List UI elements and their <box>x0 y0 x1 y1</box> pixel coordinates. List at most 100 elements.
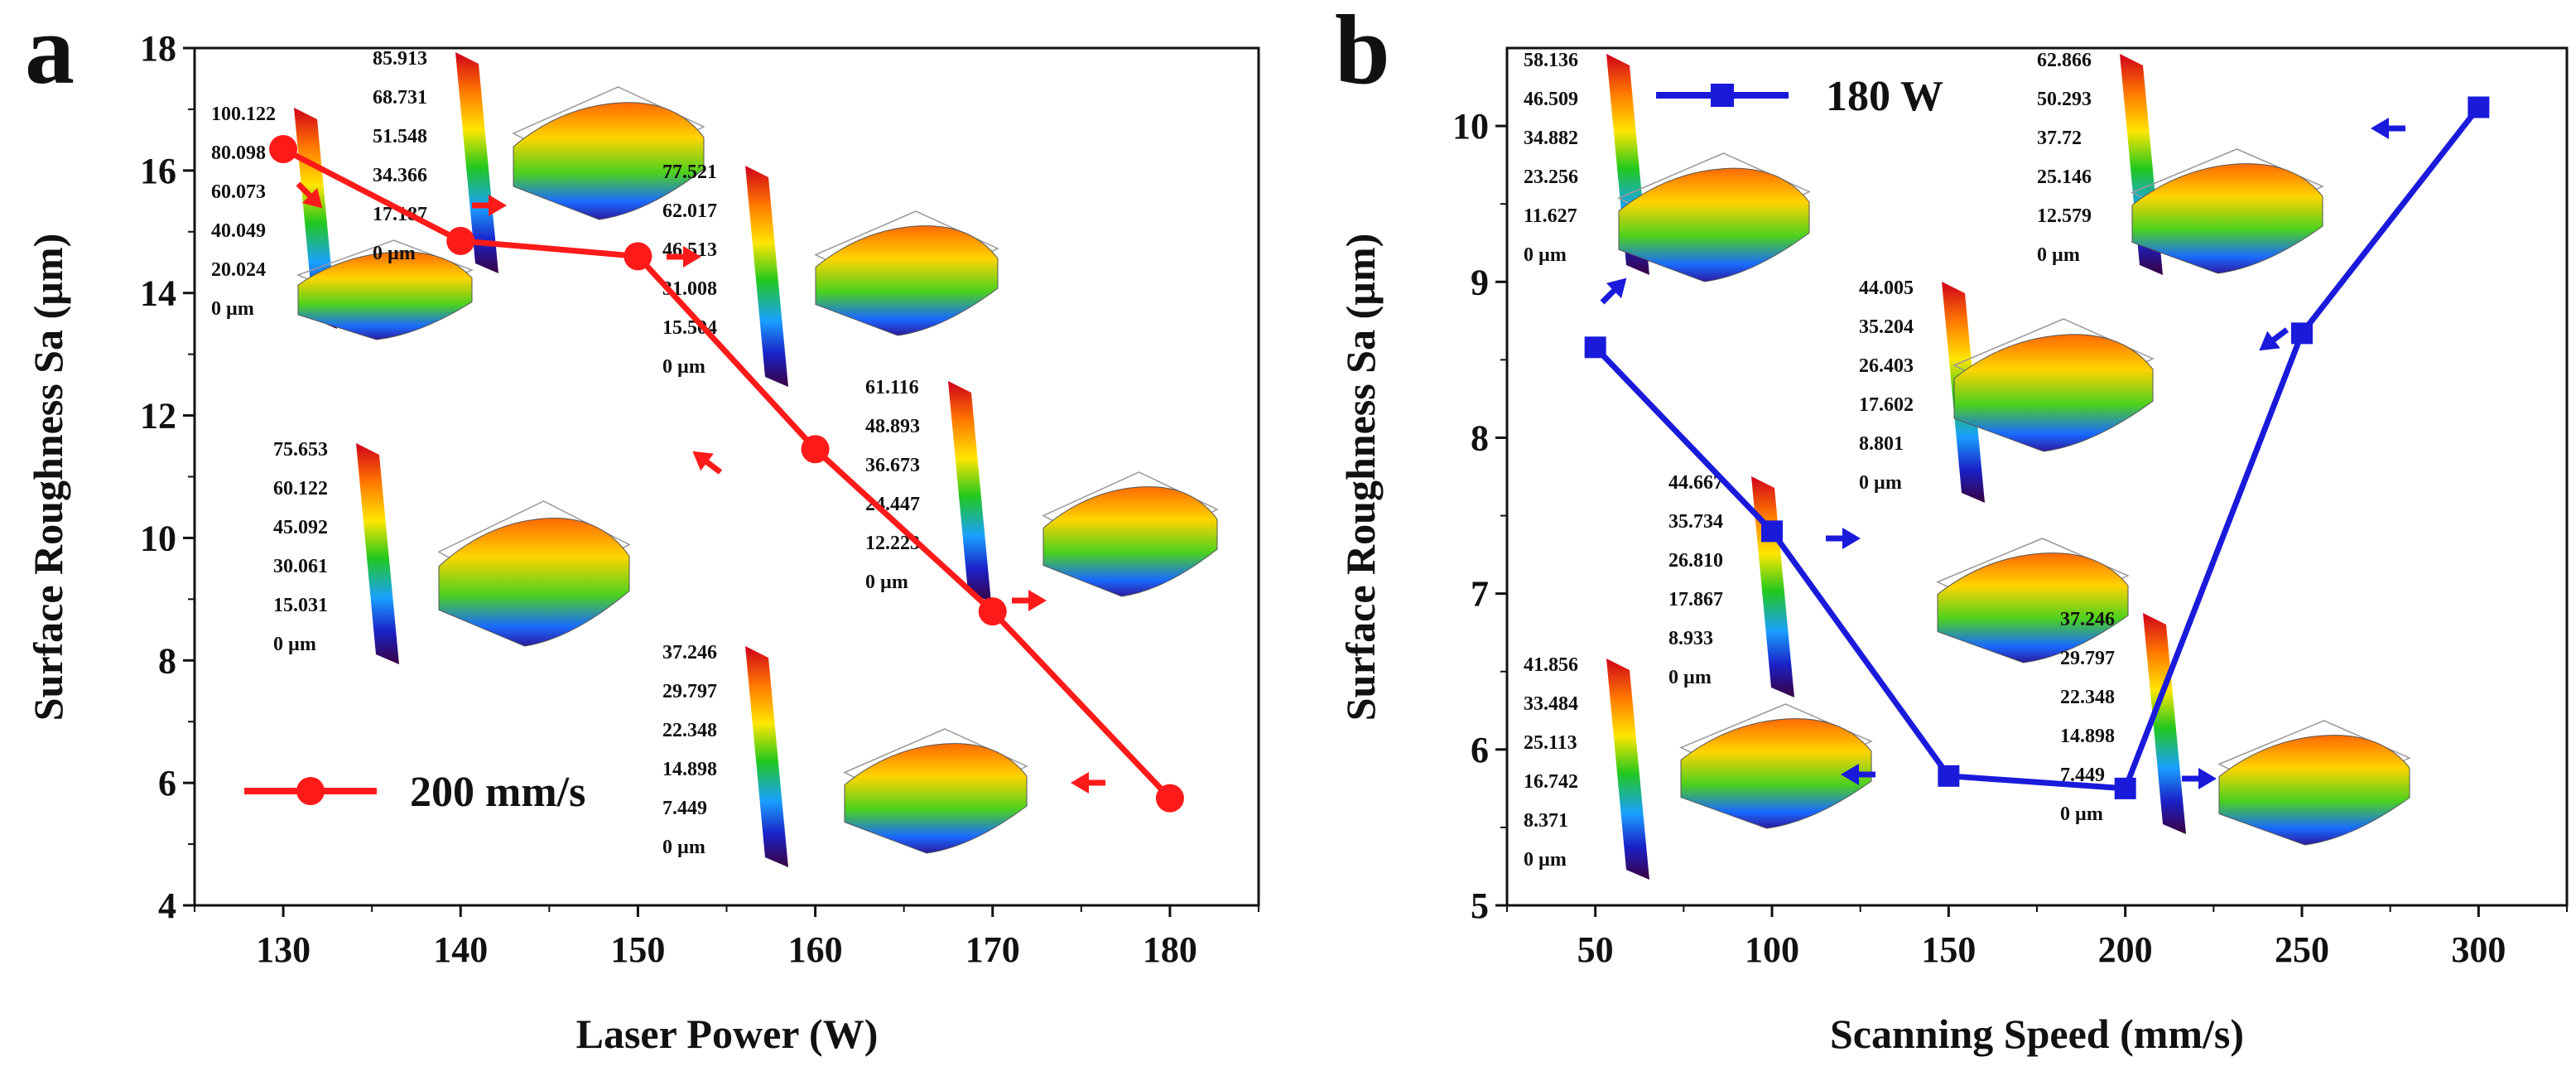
panel-b-x-axis-title: Scanning Speed (mm/s) <box>1830 1011 2244 1057</box>
colorbar-label: 14.898 <box>2060 726 2115 747</box>
data-point <box>1155 784 1184 813</box>
y-tick-label: 9 <box>1471 262 1489 302</box>
panel-a-legend: 200 mm/s <box>244 769 585 816</box>
surface-plot <box>297 251 473 340</box>
colorbar-label: 8.933 <box>1668 628 1713 649</box>
x-tick-label: 170 <box>965 929 1020 970</box>
x-tick-label: 50 <box>1577 929 1614 970</box>
colorbar-label: 8.801 <box>1859 433 1904 455</box>
colorbar-label: 0 µm <box>273 634 316 655</box>
data-point <box>1761 520 1783 543</box>
x-tick-label: 180 <box>1143 929 1197 970</box>
colorbar <box>2143 613 2186 834</box>
colorbar-label: 29.797 <box>662 681 717 702</box>
y-tick-label: 10 <box>140 518 176 558</box>
colorbar-label: 0 µm <box>1668 667 1712 688</box>
colorbar-label: 14.898 <box>662 759 717 780</box>
colorbar <box>745 646 788 867</box>
colorbar-label: 45.092 <box>273 517 328 538</box>
colorbar-label: 22.348 <box>2060 687 2115 708</box>
data-point <box>1584 336 1606 359</box>
panel-b-legend: 180 W <box>1656 73 1943 120</box>
surface-plot <box>1937 552 2129 663</box>
surface-inset: 62.866 50.293 37.72 25.146 12.579 0 µm <box>2037 50 2324 275</box>
arrow-head-icon <box>1071 772 1089 794</box>
y-tick-label: 5 <box>1471 885 1489 926</box>
data-point <box>2114 777 2136 799</box>
surface-plot <box>438 518 630 647</box>
x-tick-label: 140 <box>433 929 488 970</box>
panel-a-arrows <box>296 181 1105 794</box>
data-point <box>446 226 475 255</box>
arrow-head-icon <box>1028 590 1047 611</box>
surface-plot <box>1953 334 2154 452</box>
arrow-head-icon <box>2198 768 2217 789</box>
colorbar-label: 44.667 <box>1668 472 1723 494</box>
panel-a-series <box>269 134 1184 813</box>
data-point <box>801 435 830 464</box>
arrow-head-icon <box>1842 528 1861 549</box>
x-tick-label: 150 <box>1921 929 1976 970</box>
series-line <box>282 146 1172 801</box>
colorbar-label: 34.366 <box>373 165 427 186</box>
arrow-head-icon <box>1841 764 1859 785</box>
y-tick-label: 4 <box>158 885 176 926</box>
colorbar-label: 7.449 <box>662 798 707 819</box>
arrow-head-icon <box>692 451 714 471</box>
colorbar-label: 37.246 <box>662 642 717 663</box>
colorbar-label: 36.673 <box>865 455 920 476</box>
surface-plot <box>513 102 705 220</box>
colorbar-label: 62.017 <box>662 200 717 222</box>
colorbar-label: 11.627 <box>1524 205 1577 227</box>
colorbar-label: 85.913 <box>373 48 427 70</box>
colorbar-label: 23.256 <box>1524 166 1578 188</box>
colorbar-label: 62.866 <box>2037 50 2092 71</box>
colorbar-label: 41.856 <box>1524 654 1578 676</box>
colorbar-label: 51.548 <box>373 126 427 147</box>
colorbar <box>1751 476 1794 697</box>
x-tick-label: 160 <box>788 929 843 970</box>
panel-a-y-axis: 4 6 8 10 12 14 16 18 <box>140 28 195 926</box>
data-point <box>2468 96 2490 118</box>
colorbar-label: 0 µm <box>373 243 416 264</box>
colorbar-label: 77.521 <box>662 162 717 183</box>
y-tick-label: 10 <box>1452 106 1489 147</box>
colorbar-label: 15.031 <box>273 595 328 616</box>
arrow-head-icon <box>683 246 701 268</box>
colorbar-label: 0 µm <box>1859 472 1902 494</box>
x-tick-label: 150 <box>610 929 665 970</box>
colorbar <box>1606 659 1649 880</box>
data-point <box>269 134 298 163</box>
x-tick-label: 130 <box>256 929 311 970</box>
colorbar-label: 0 µm <box>2060 803 2103 825</box>
colorbar-label: 100.122 <box>211 104 276 125</box>
colorbar-label: 17.602 <box>1859 394 1914 416</box>
panel-a-letter: a <box>25 0 75 104</box>
panel-a-insets: 100.122 80.098 60.073 40.049 20.024 0 µm 85.91… <box>211 48 1219 867</box>
colorbar <box>356 443 399 664</box>
x-tick-label: 250 <box>2275 929 2329 970</box>
y-tick-label: 7 <box>1471 574 1489 615</box>
colorbar-label: 0 µm <box>662 356 705 378</box>
colorbar-label: 30.061 <box>273 556 328 577</box>
surface-inset: 75.653 60.122 45.092 30.061 15.031 0 µm <box>273 439 631 664</box>
colorbar-label: 35.204 <box>1859 316 1914 338</box>
arrow-head-icon <box>2371 118 2389 139</box>
colorbar-label: 44.005 <box>1859 277 1914 299</box>
y-tick-label: 8 <box>1471 417 1489 458</box>
series-line <box>1593 105 2482 792</box>
y-tick-label: 16 <box>140 151 176 191</box>
colorbar-label: 37.72 <box>2037 128 2082 149</box>
panel-a-legend-label: 200 mm/s <box>410 769 585 816</box>
y-tick-label: 6 <box>158 763 176 803</box>
colorbar-label: 75.653 <box>273 439 328 461</box>
surface-inset: 41.856 33.484 25.113 16.742 8.371 0 µm <box>1524 654 1873 880</box>
data-point <box>624 242 652 271</box>
panel-a-x-axis-title: Laser Power (W) <box>576 1011 879 1057</box>
colorbar-label: 61.116 <box>865 377 919 398</box>
colorbar-label: 20.024 <box>211 259 266 281</box>
